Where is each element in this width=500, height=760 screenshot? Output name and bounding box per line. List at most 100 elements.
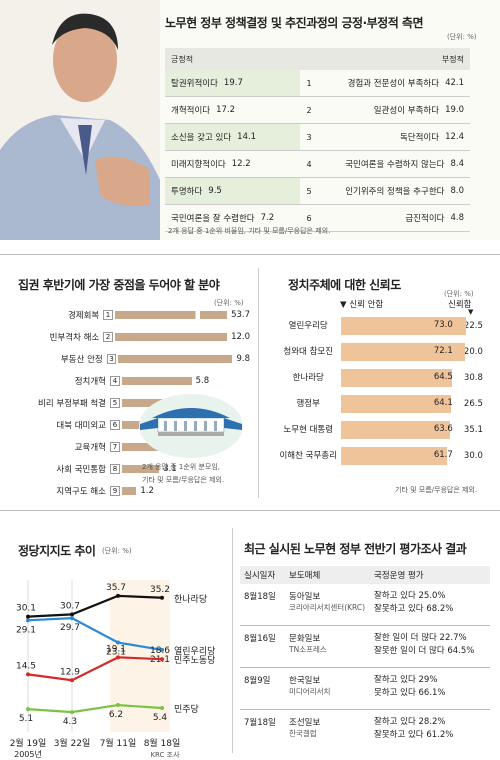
trust-value: 20.0	[463, 347, 483, 357]
distrust-value: 64.5	[433, 372, 453, 382]
bar-value: 3.1	[163, 464, 177, 474]
trust-bar-track: 61.7	[341, 447, 456, 465]
priority-bar-row: 빈부격차 해소 2 12.0	[0, 326, 250, 348]
section2-note-2: 기타 및 모름/무응답은 제외.	[142, 476, 225, 484]
bar-label: 경제회복	[67, 311, 100, 321]
positive-cell: 국민여론을 잘 수렴한다 7.2	[171, 213, 275, 224]
bar-rank: 8	[110, 464, 120, 474]
source-label: KRC 조사	[150, 750, 180, 759]
distrust-bar	[341, 395, 452, 413]
section5-header: 실시일자 보도매체 국정운영 평가	[240, 566, 490, 584]
rank-number: 4	[306, 159, 312, 169]
media-cell: 문화일보 TN소프레스	[289, 634, 327, 654]
media-cell: 한국일보 미디어리서치	[289, 676, 331, 696]
bar	[118, 355, 233, 363]
series-line	[27, 703, 163, 714]
bar	[114, 333, 228, 341]
distrust-bar	[341, 421, 451, 439]
bar-rank: 5	[110, 398, 120, 408]
trust-bar-track: 64.1	[341, 395, 456, 413]
blue-house-illustration	[136, 388, 246, 461]
bar-value: 53.7	[231, 310, 250, 320]
bar	[122, 443, 167, 451]
legend-label: 한나라당	[174, 594, 207, 605]
section1-note: 2개 응답 중 1순위 비율임, 기타 및 모름/무응답은 제외.	[168, 227, 331, 235]
data-point	[26, 618, 30, 623]
data-point	[116, 655, 120, 660]
eval-cell: 잘하고 있다 28.2% 잘못하고 있다 61.2%	[374, 717, 454, 740]
divider	[0, 510, 500, 511]
data-label: 19.1	[106, 644, 126, 654]
col-trust-label: 신뢰함	[448, 300, 472, 310]
president-photo	[0, 0, 160, 240]
survey-table: 8월18일 동아일보 코리아리서치센터(KRC) 잘하고 있다 25.0% 잘못하고…	[240, 584, 490, 752]
data-label: 30.1	[16, 604, 36, 614]
data-label: 6.2	[109, 710, 123, 720]
priority-bar-row: 부동산 안정 3 9.8	[0, 348, 250, 370]
distrust-value: 61.7	[433, 450, 453, 460]
bar-rank: 4	[110, 376, 120, 386]
section2-note-1: 2개 응답 중 1순위 분모임,	[142, 463, 220, 471]
trust-row: 한나라당 64.5 30.8	[275, 365, 490, 391]
table-row: 탈권위적이다 19.7 1 경험과 전문성이 부족하다 42.1	[165, 70, 470, 97]
data-point	[116, 703, 120, 708]
col-trust-arrow: ▼	[468, 308, 474, 316]
date-cell: 7월18일	[244, 718, 276, 728]
distrust-value: 72.1	[433, 346, 453, 356]
trust-label: 청와대 참모진	[283, 346, 334, 357]
section3-note: 기타 및 모름/무응답은 제외.	[395, 486, 478, 494]
data-label: 14.5	[16, 661, 36, 671]
trust-row: 노무현 대통령 63.6 35.1	[275, 417, 490, 443]
trust-value: 26.5	[463, 399, 483, 409]
trust-row: 이해찬 국무총리 61.7 30.0	[275, 443, 490, 469]
bar-label: 부동산 안정	[60, 355, 103, 365]
trust-row: 행정부 64.1 26.5	[275, 391, 490, 417]
section1-table: 탈권위적이다 19.7 1 경험과 전문성이 부족하다 42.1 개혁적이다 17.2…	[165, 70, 470, 232]
section5-title: 최근 실시된 노무현 정부 전반기 평가조사 결과	[244, 542, 467, 556]
date-cell: 8월16일	[244, 634, 276, 644]
data-label: 5.1	[19, 714, 33, 724]
trust-value: 30.0	[463, 451, 483, 461]
table-row: 8월18일 동아일보 코리아리서치센터(KRC) 잘하고 있다 25.0% 잘못하고…	[240, 584, 490, 626]
data-label: 29.7	[60, 623, 80, 633]
bar-rank: 6	[110, 420, 120, 430]
positive-cell: 미래지향적이다 12.2	[171, 159, 251, 170]
section1-title: 노무현 정부 정책결정 및 추진과정의 긍정·부정적 측면	[165, 16, 424, 30]
bar-label: 정치개혁	[74, 377, 106, 387]
bar	[122, 377, 192, 385]
legend-label: 민주당	[174, 704, 199, 715]
bar-label: 지역구도 해소	[56, 487, 106, 497]
data-point	[26, 672, 30, 677]
x-tick-label: 7월 11일	[100, 737, 137, 749]
rank-number: 6	[306, 213, 312, 223]
data-point	[160, 647, 164, 652]
header-date: 실시일자	[244, 571, 276, 581]
distrust-bar	[341, 343, 465, 361]
positive-cell: 투명하다 9.5	[165, 178, 300, 204]
media-cell: 조선일보 한국갤럽	[289, 718, 321, 738]
data-label: 23.1	[106, 648, 126, 658]
eval-cell: 잘하고 있다 29% 못하고 있다 66.1%	[374, 675, 446, 698]
date-cell: 8월9일	[244, 676, 271, 686]
distrust-bar	[341, 317, 467, 335]
data-point	[70, 612, 74, 617]
positive-cell: 개혁적이다 17.2	[171, 105, 236, 116]
chart-unit: (단위: %)	[102, 547, 132, 555]
vertical-divider	[232, 528, 233, 753]
rank-number: 2	[306, 105, 312, 115]
bar-label: 대북 대미외교	[56, 421, 106, 431]
table-row: 미래지향적이다 12.2 4 국민여론을 수렴하지 않는다 8.4	[165, 151, 470, 178]
distrust-value: 73.0	[433, 320, 453, 330]
distrust-value: 64.1	[433, 398, 453, 408]
section2-title: 집권 후반기에 가장 중점을 두어야 할 분야	[18, 278, 220, 292]
trust-value: 22.5	[463, 321, 483, 331]
table-row: 소신을 갖고 있다 14.1 3 독단적이다 12.4	[165, 124, 470, 151]
table-row: 7월18일 조선일보 한국갤럽 잘하고 있다 28.2% 잘못하고 있다 61.2%	[240, 710, 490, 752]
bar-rank: 9	[110, 486, 120, 496]
bar-label: 비리 부정부패 척결	[38, 399, 106, 409]
section3-title: 정치주체에 대한 신뢰도	[288, 278, 401, 292]
bar-rank: 7	[110, 442, 120, 452]
trust-label: 행정부	[296, 398, 320, 409]
bar	[122, 487, 137, 495]
negative-cell: 독단적이다 12.4	[399, 132, 464, 143]
